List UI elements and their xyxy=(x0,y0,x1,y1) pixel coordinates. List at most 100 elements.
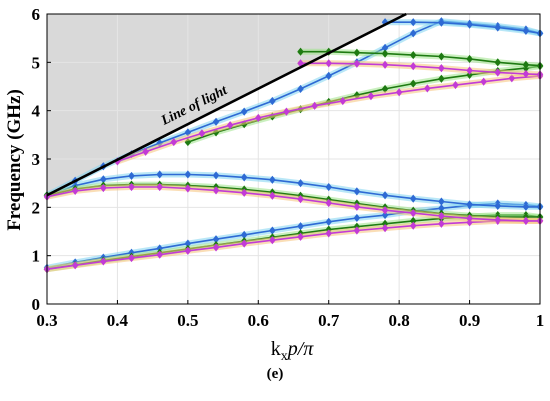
data-point xyxy=(269,236,276,245)
data-point xyxy=(142,147,149,156)
data-point xyxy=(226,121,234,130)
x-tick-label: 0.3 xyxy=(36,311,57,330)
y-tick-label: 2 xyxy=(32,198,41,217)
data-point xyxy=(184,246,192,255)
data-point xyxy=(240,239,248,248)
data-point xyxy=(409,209,417,218)
x-tick-label: 1 xyxy=(536,311,545,330)
data-point xyxy=(494,68,502,77)
data-point xyxy=(240,107,248,116)
data-point xyxy=(381,191,389,200)
data-point xyxy=(269,96,276,106)
data-point xyxy=(466,214,473,223)
data-point xyxy=(269,191,276,200)
data-point xyxy=(508,74,516,83)
data-point xyxy=(494,23,502,32)
data-point xyxy=(438,219,445,228)
data-point xyxy=(367,92,375,101)
data-point xyxy=(381,224,389,233)
data-point xyxy=(297,47,304,56)
data-point xyxy=(325,59,332,68)
data-point xyxy=(128,254,135,263)
y-tick-label: 6 xyxy=(32,5,41,24)
data-point xyxy=(240,188,248,197)
y-axis-label: Frequency (GHz) xyxy=(4,89,25,231)
data-point xyxy=(71,186,79,195)
data-point xyxy=(156,182,163,192)
data-point xyxy=(297,195,304,204)
light-line-path xyxy=(46,12,407,197)
x-tick-label: 0.9 xyxy=(459,311,480,330)
x-tick-label: 0.4 xyxy=(107,311,129,330)
data-point xyxy=(297,84,304,93)
data-point xyxy=(184,184,192,193)
data-point xyxy=(240,173,248,182)
data-point xyxy=(452,80,459,90)
data-point xyxy=(100,257,107,266)
x-axis-label: kxp/π xyxy=(271,338,315,364)
series-2-branch-3-line xyxy=(300,62,541,76)
data-point xyxy=(466,200,473,209)
y-tick-label: 1 xyxy=(32,247,41,266)
data-point xyxy=(325,71,332,80)
data-point xyxy=(311,101,318,110)
data-point xyxy=(438,74,445,83)
data-point xyxy=(409,79,417,88)
data-point xyxy=(353,48,361,57)
data-point xyxy=(212,243,220,252)
data-point xyxy=(325,198,332,208)
data-point xyxy=(297,232,304,241)
data-point xyxy=(297,179,304,188)
data-point xyxy=(424,84,431,93)
data-point xyxy=(353,59,361,68)
figure-caption: (e) xyxy=(266,366,284,382)
data-point xyxy=(325,229,332,238)
y-tick-label: 0 xyxy=(32,295,41,314)
data-point xyxy=(212,171,220,180)
data-point xyxy=(212,117,220,126)
data-point xyxy=(438,197,445,206)
y-tick-label: 5 xyxy=(32,53,41,72)
data-point xyxy=(409,194,417,203)
y-tick-label: 3 xyxy=(32,150,41,169)
data-point xyxy=(325,217,332,226)
data-point xyxy=(339,96,347,106)
data-point xyxy=(156,170,163,179)
data-point xyxy=(283,107,290,116)
data-point xyxy=(522,216,530,225)
y-tick-labels: 0 1 2 3 4 5 6 xyxy=(32,5,51,314)
x-axis-label-k: k xyxy=(271,338,281,360)
data-point xyxy=(353,213,361,223)
data-point xyxy=(409,18,417,27)
data-point xyxy=(409,221,417,230)
data-point xyxy=(128,171,135,180)
data-point xyxy=(353,187,361,196)
x-axis-label-subscript: x xyxy=(281,349,288,364)
data-point xyxy=(494,58,502,67)
data-point xyxy=(184,170,192,179)
data-point xyxy=(409,62,417,71)
data-point xyxy=(381,206,389,215)
data-point xyxy=(325,182,332,192)
data-point xyxy=(198,129,206,138)
data-point xyxy=(409,29,417,38)
x-axis-label-rest: p/π xyxy=(286,338,315,360)
x-tick-label: 0.8 xyxy=(389,311,410,330)
x-tick-label: 0.5 xyxy=(177,311,198,330)
data-point xyxy=(353,226,361,235)
data-point xyxy=(466,54,473,64)
data-point xyxy=(269,175,276,184)
data-point xyxy=(522,202,530,211)
data-point xyxy=(170,138,178,147)
data-point xyxy=(522,69,530,79)
data-point xyxy=(353,202,361,211)
x-tick-labels: 0.3 0.4 0.5 0.6 0.7 0.8 0.9 1 xyxy=(36,300,544,330)
data-point xyxy=(395,88,403,97)
data-point xyxy=(438,211,445,221)
data-point xyxy=(494,201,502,210)
data-point xyxy=(381,49,389,58)
data-point xyxy=(438,64,445,73)
data-point xyxy=(480,77,487,86)
data-point xyxy=(522,26,530,35)
